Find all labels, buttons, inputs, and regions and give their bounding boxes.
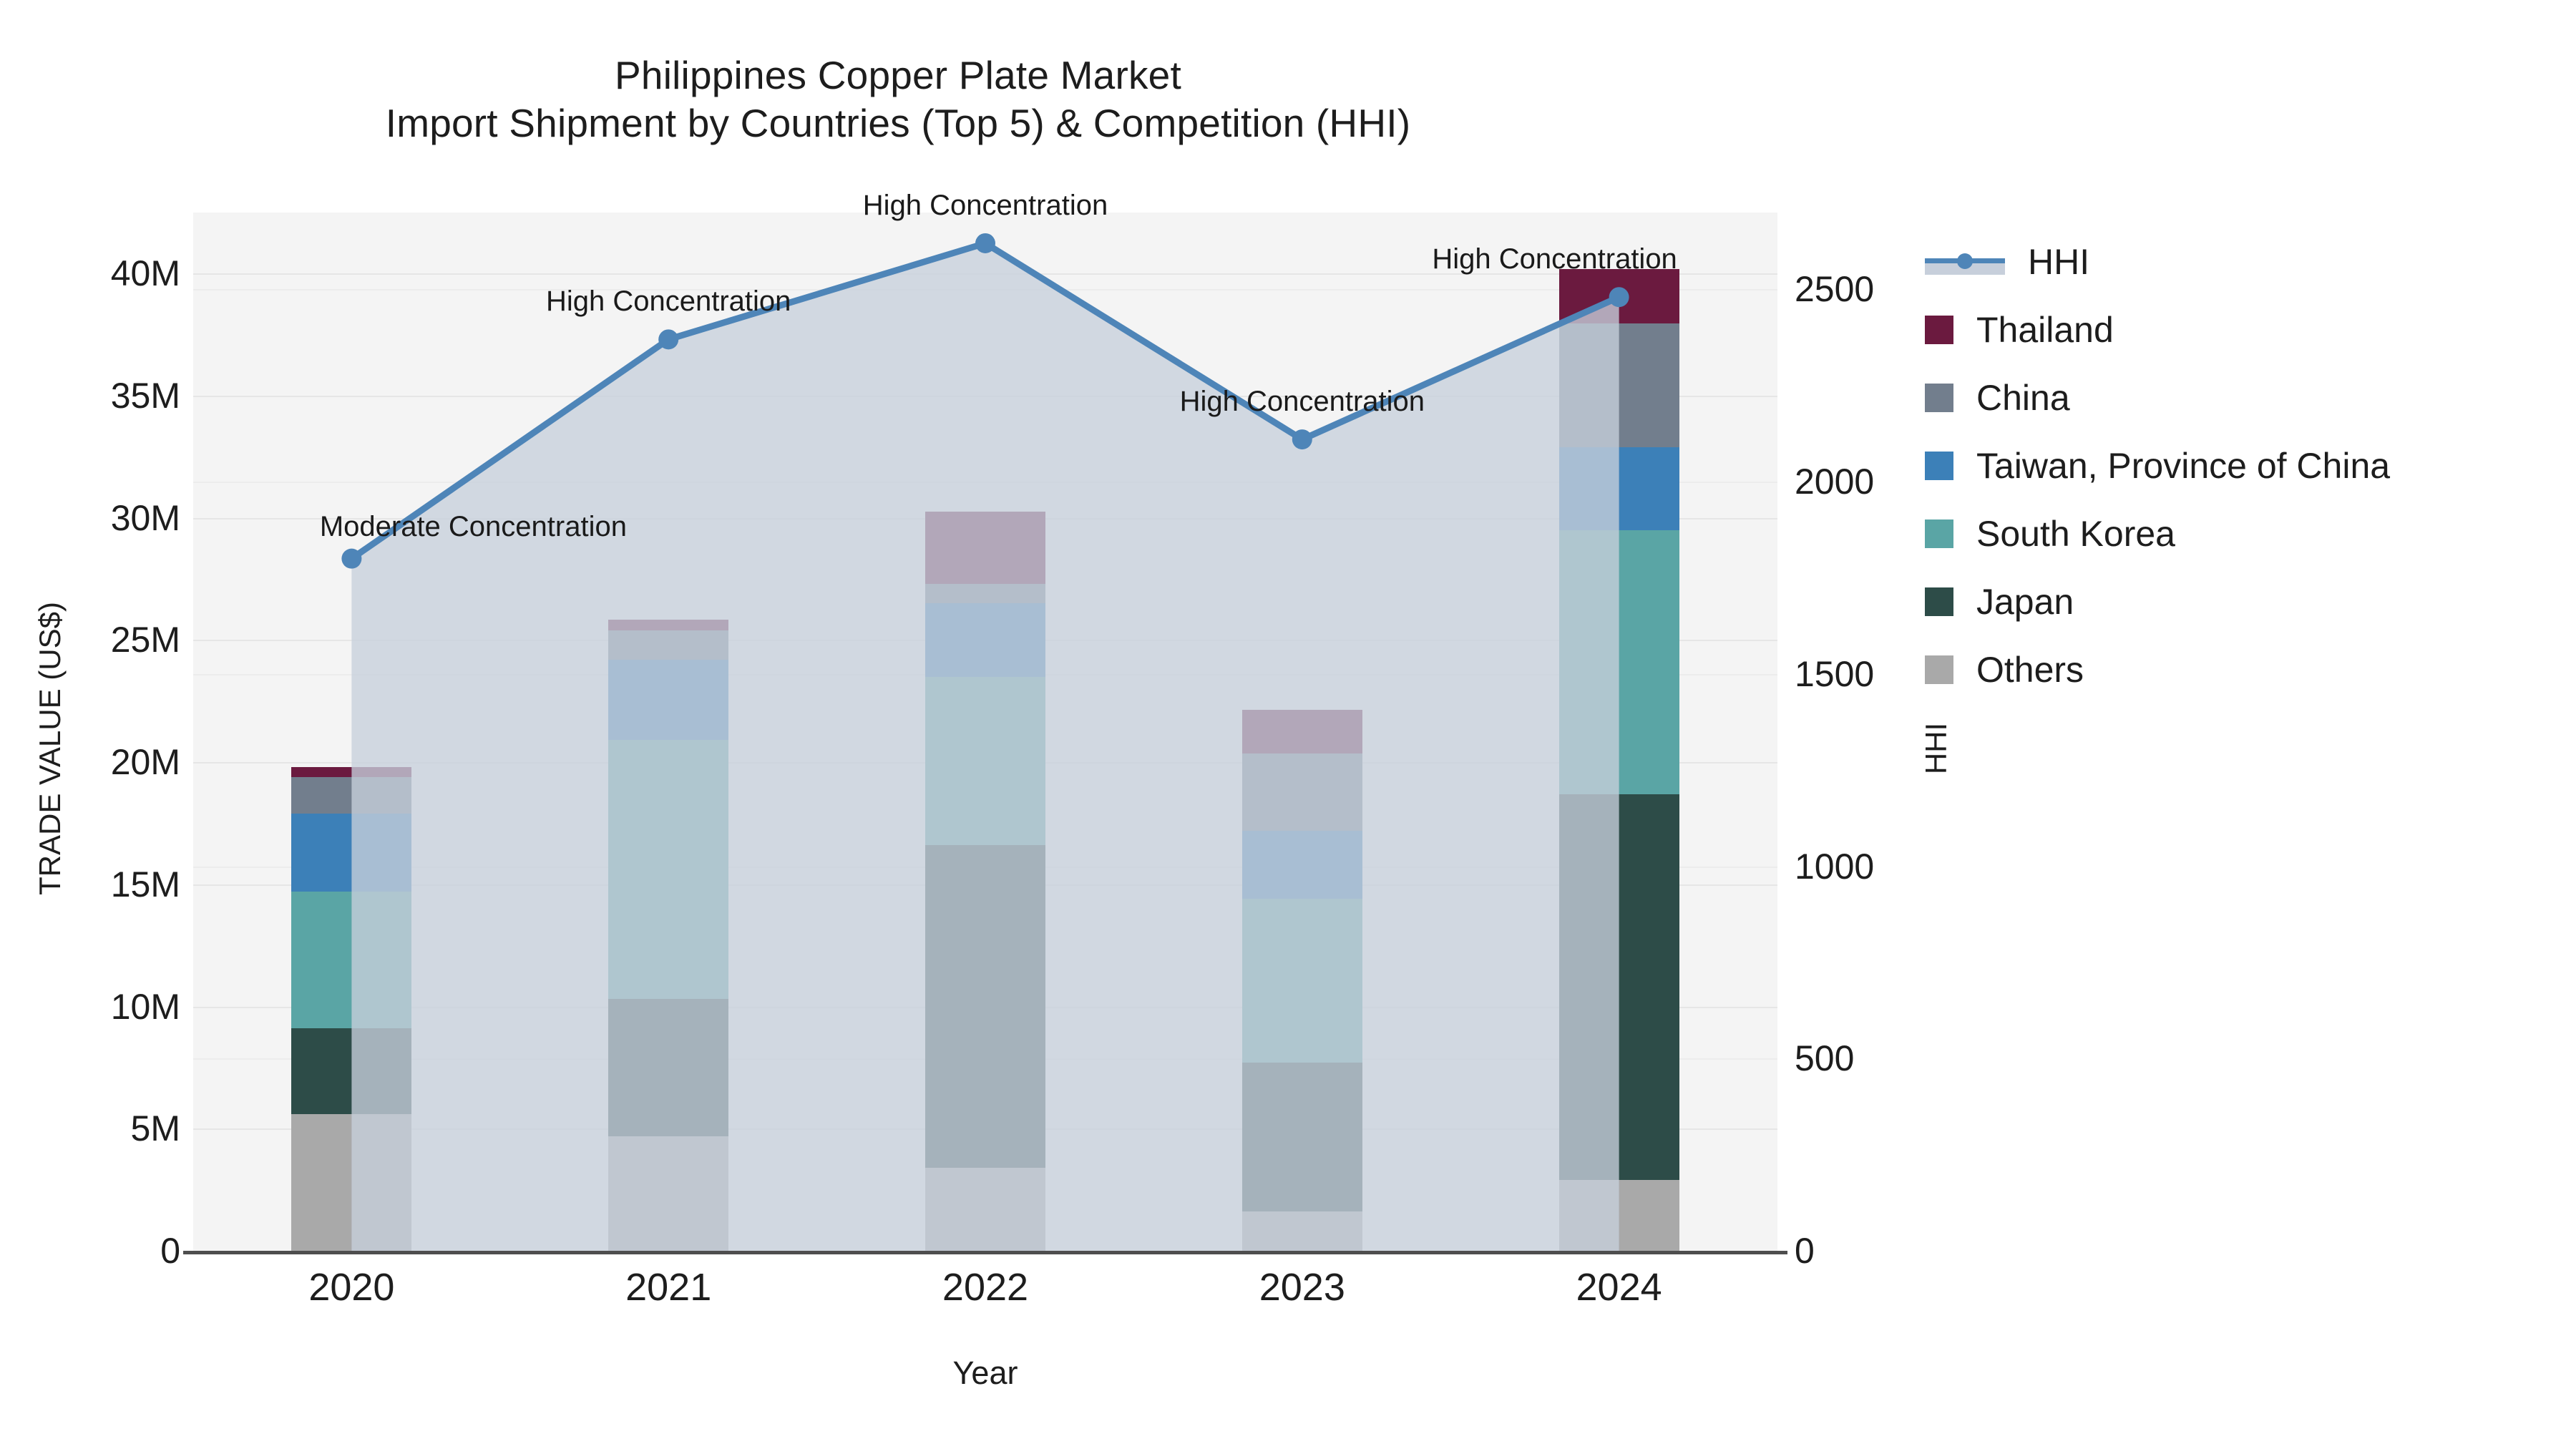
legend-label: Thailand: [1976, 309, 2114, 350]
legend-item-japan[interactable]: Japan: [1925, 567, 2555, 635]
page-title: Philippines Copper Plate Market: [615, 53, 1181, 97]
x-axis-tick-label: 2022: [942, 1266, 1029, 1309]
hhi-area-fill: [351, 243, 1619, 1251]
x-axis-tick-label: 2024: [1576, 1266, 1662, 1309]
y-axis-left-tick-label: 35M: [110, 376, 180, 416]
hhi-annotation: High Concentration: [1432, 243, 1677, 275]
y-axis-left-tick-label: 20M: [110, 742, 180, 783]
hhi-annotation: High Concentration: [1179, 386, 1425, 418]
hhi-data-point[interactable]: [1292, 429, 1312, 450]
y-axis-left-tick-label: 15M: [110, 864, 180, 904]
legend-swatch-japan: [1925, 587, 1953, 616]
hhi-data-point[interactable]: [1609, 287, 1629, 308]
y-axis-right-tick-label: 2500: [1795, 269, 1875, 310]
y-axis-right-tick-label: 0: [1795, 1231, 1815, 1271]
legend-item-others[interactable]: Others: [1925, 635, 2555, 703]
y-axis-left-tick-label: 25M: [110, 620, 180, 660]
y-axis-left-tick-label: 0: [160, 1231, 180, 1271]
y-axis-left-tick-label: 30M: [110, 497, 180, 538]
hhi-data-point[interactable]: [658, 329, 679, 350]
y-axis-left-tick-label: 40M: [110, 253, 180, 294]
x-axis-line: [183, 1251, 1787, 1254]
y-axis-right-tick-label: 1000: [1795, 846, 1875, 887]
hhi-markers: [341, 233, 1629, 569]
legend-swatch-south-korea: [1925, 519, 1953, 548]
legend-swatch-taiwan-province-of-china: [1925, 451, 1953, 480]
legend-label: Taiwan, Province of China: [1976, 445, 2391, 486]
hhi-data-point[interactable]: [341, 548, 362, 569]
y-axis-left-title: TRADE VALUE (US$): [33, 602, 67, 895]
legend-label: Japan: [1976, 581, 2074, 622]
legend-item-hhi[interactable]: HHI: [1925, 228, 2555, 296]
hhi-annotation: High Concentration: [862, 189, 1108, 221]
hhi-annotation: High Concentration: [545, 286, 791, 318]
legend-item-south-korea[interactable]: South Korea: [1925, 499, 2555, 567]
hhi-data-point[interactable]: [975, 233, 995, 253]
x-axis-tick-label: 2023: [1259, 1266, 1345, 1309]
chart-legend: HHI Thailand China Taiwan, Province of Chin…: [1925, 228, 2555, 703]
chart-subtitle: Import Shipment by Countries (Top 5) & C…: [385, 101, 1411, 146]
legend-label: HHI: [2028, 241, 2090, 282]
y-axis-left-tick-label: 10M: [110, 986, 180, 1027]
legend-swatch-thailand: [1925, 315, 1953, 344]
chart-title-block: Philippines Copper Plate Market Import S…: [0, 52, 1796, 147]
legend-item-taiwan-province-of-china[interactable]: Taiwan, Province of China: [1925, 431, 2555, 499]
y-axis-left-tick-label: 5M: [130, 1108, 180, 1149]
legend-label: Others: [1976, 649, 2084, 690]
x-axis-title: Year: [952, 1355, 1018, 1391]
y-axis-right-tick-label: 2000: [1795, 462, 1875, 502]
y-axis-right-tick-label: 500: [1795, 1038, 1855, 1079]
x-axis-tick-label: 2021: [625, 1266, 712, 1309]
y-axis-right-tick-label: 1500: [1795, 653, 1875, 694]
legend-item-china[interactable]: China: [1925, 364, 2555, 431]
legend-line-icon: [1925, 246, 2005, 278]
hhi-series-overlay: [341, 233, 1629, 1251]
legend-label: South Korea: [1976, 513, 2175, 554]
legend-swatch-china: [1925, 383, 1953, 412]
x-axis-tick-label: 2020: [308, 1266, 395, 1309]
hhi-annotation: Moderate Concentration: [319, 510, 627, 542]
legend-swatch-others: [1925, 655, 1953, 684]
legend-label: China: [1976, 377, 2070, 418]
legend-item-thailand[interactable]: Thailand: [1925, 296, 2555, 364]
